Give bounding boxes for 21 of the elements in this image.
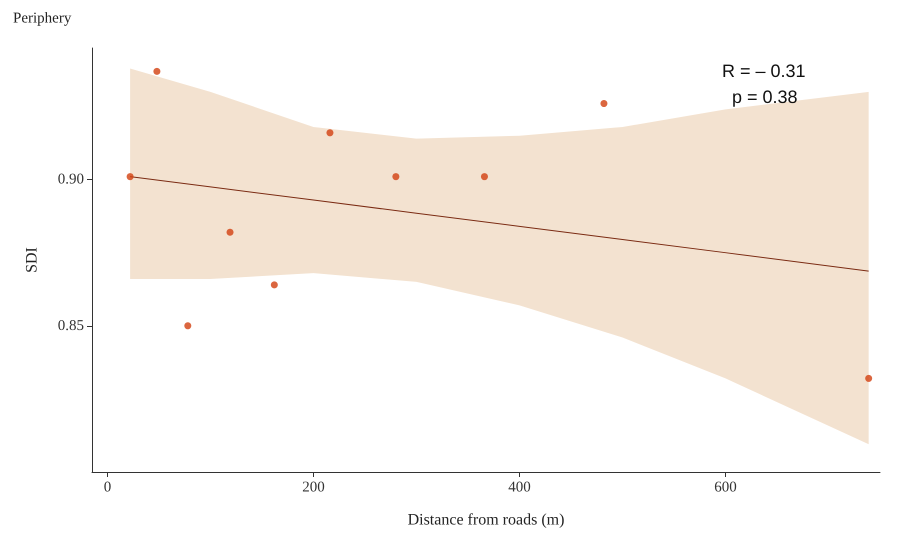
point xyxy=(270,281,278,288)
x-tick-label: 0 xyxy=(104,480,112,496)
chart-title: Periphery xyxy=(13,10,72,26)
point xyxy=(865,374,872,382)
point xyxy=(326,129,334,136)
y-tick-label: 0.90 xyxy=(58,172,84,188)
point xyxy=(226,228,234,236)
point xyxy=(184,322,192,330)
point xyxy=(480,173,488,180)
annotation: p = 0.38 xyxy=(732,87,798,107)
x-tick-label: 400 xyxy=(508,480,531,496)
point xyxy=(392,173,400,180)
x-tick-label: 200 xyxy=(302,480,325,496)
y-axis-title: SDI xyxy=(24,247,40,273)
point xyxy=(126,173,134,180)
point xyxy=(600,100,608,108)
y-tick-label: 0.85 xyxy=(58,318,84,334)
point xyxy=(153,68,160,75)
x-axis-title: Distance from roads (m) xyxy=(408,512,564,528)
annotation: R = – 0.31 xyxy=(722,61,806,81)
x-tick-label: 600 xyxy=(714,480,737,496)
